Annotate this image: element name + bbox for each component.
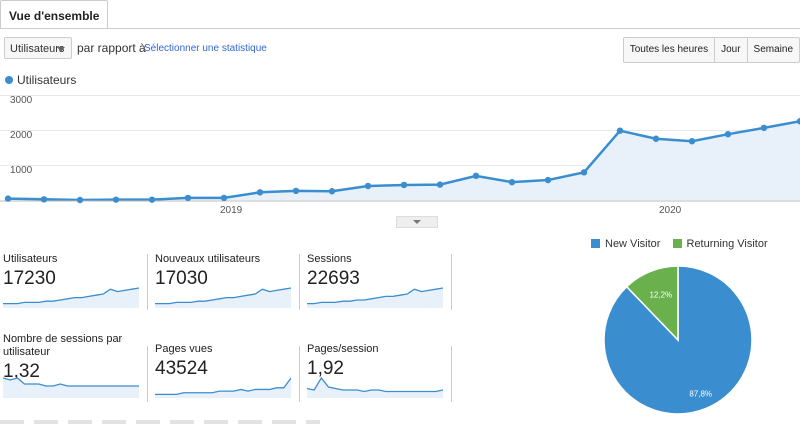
tab-divider (0, 28, 800, 29)
metric-card[interactable]: Sessions 22693 (307, 253, 447, 333)
legend-item: New Visitor (591, 238, 660, 250)
data-point (400, 181, 408, 189)
metric-value: 17230 (3, 268, 56, 289)
sparkline (3, 287, 139, 308)
metric-value: 17030 (155, 268, 208, 289)
sparkline-line (155, 287, 291, 305)
pie-legend: New Visitor Returning Visitor (591, 238, 768, 250)
sparkline (155, 377, 291, 398)
visitor-type-pie-chart[interactable]: 87,8% 12,2% (600, 262, 756, 418)
data-point (76, 196, 84, 204)
sparkline (155, 287, 291, 308)
sparkline-fill (3, 378, 139, 398)
metric-card[interactable]: Nouveaux utilisateurs 17030 (155, 253, 295, 333)
legend-label: Returning Visitor (686, 238, 768, 250)
metric-divider (147, 254, 148, 310)
metric-value: 1,92 (307, 358, 344, 379)
metric-label: Pages vues (155, 343, 213, 355)
y-tick-label: 3000 (10, 95, 33, 106)
series-dot-icon (5, 76, 13, 84)
sparkline-line (307, 287, 443, 305)
metric-label: Nouveaux utilisateurs (155, 253, 261, 265)
tab-overview[interactable]: Vue d'ensemble (0, 0, 109, 29)
area-fill (8, 121, 800, 200)
metric-value: 1,32 (3, 361, 40, 382)
hourly-button[interactable]: Toutes les heures (629, 44, 709, 55)
metric-value: 43524 (155, 358, 208, 379)
sparkline-line (3, 287, 139, 305)
data-point (4, 195, 12, 202)
data-point (544, 176, 552, 184)
legend-label: New Visitor (605, 238, 661, 250)
metric-card[interactable]: Pages vues 43524 (155, 343, 295, 423)
sparkline (3, 377, 139, 398)
pie-slice-label: 12,2% (649, 290, 672, 299)
metric-divider (451, 346, 452, 402)
metric-divider (451, 254, 452, 310)
sparkline-fill (307, 378, 443, 398)
week-button[interactable]: Semaine (746, 38, 799, 62)
metric-label: Pages/session (307, 343, 379, 355)
truncated-content (0, 420, 320, 424)
metric-divider (147, 346, 148, 402)
metric-divider (299, 346, 300, 402)
legend-swatch (591, 239, 600, 248)
granularity-toggle: Toutes les heures Jour Semaine (622, 37, 800, 63)
compare-label: par rapport à (77, 41, 146, 55)
x-tick-label: 2019 (220, 205, 243, 216)
select-metric-link[interactable]: Sélectionner une statistique (144, 43, 267, 54)
y-tick-label: 2000 (10, 130, 33, 141)
gridline (0, 130, 800, 131)
data-point (148, 196, 156, 203)
metric-card[interactable]: Utilisateurs 17230 (3, 253, 143, 333)
users-line-chart[interactable] (0, 90, 800, 210)
day-button[interactable]: Jour (714, 38, 746, 62)
data-point (688, 138, 696, 145)
sparkline-line (155, 377, 291, 396)
sparkline-line (307, 376, 443, 393)
data-point (508, 178, 516, 186)
data-point (292, 187, 300, 195)
chart-legend-label: Utilisateurs (17, 73, 77, 87)
data-point (616, 127, 624, 134)
data-point (40, 196, 48, 203)
legend-swatch (672, 239, 682, 248)
legend-item: Returning Visitor (672, 238, 768, 250)
data-point (652, 135, 660, 142)
metric-label: Sessions (307, 253, 352, 265)
data-point (724, 131, 732, 138)
metric-divider (299, 254, 300, 310)
pie-slice (625, 265, 679, 342)
data-point (580, 169, 588, 176)
data-point (256, 189, 264, 196)
data-point (364, 182, 372, 190)
metric-select[interactable]: Utilisateurs (4, 37, 72, 59)
metric-card[interactable]: Nombre de sessions par utilisateur 1,32 (3, 333, 143, 413)
metric-select-value: Utilisateurs (10, 43, 65, 55)
data-point (220, 194, 228, 202)
gridline (0, 165, 800, 166)
metric-value: 22693 (307, 268, 360, 289)
gridline (0, 95, 800, 96)
data-point (436, 181, 444, 188)
data-point (760, 124, 768, 132)
chevron-down-icon (57, 47, 65, 52)
pie-slice-label: 87,8% (689, 389, 712, 398)
metric-label: Utilisateurs (3, 253, 58, 265)
metric-label: Nombre de sessions par utilisateur (3, 333, 123, 358)
data-point (184, 194, 192, 202)
data-point (328, 188, 336, 195)
y-tick-label: 1000 (10, 165, 33, 176)
data-point (796, 118, 800, 125)
collapse-chart-handle[interactable] (396, 216, 438, 228)
data-point (472, 172, 480, 180)
chevron-down-icon (413, 220, 421, 224)
sparkline (307, 376, 443, 398)
x-tick-label: 2020 (659, 205, 682, 216)
metric-card[interactable]: Pages/session 1,92 (307, 343, 447, 423)
data-point (112, 196, 120, 203)
sparkline-line (3, 377, 139, 387)
sparkline (307, 287, 443, 308)
